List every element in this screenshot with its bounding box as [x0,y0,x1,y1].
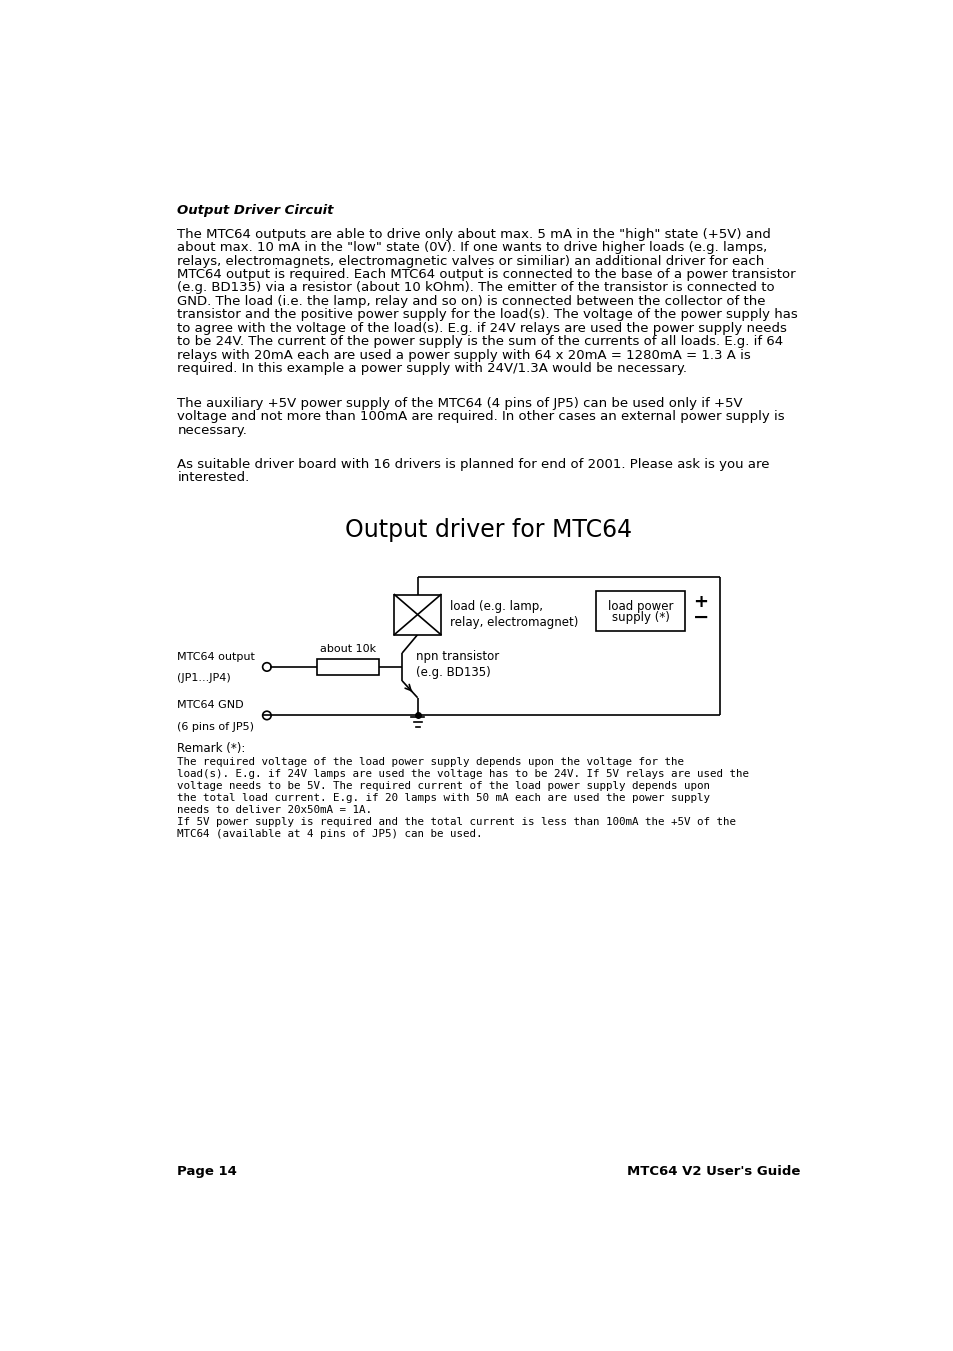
Text: −: − [692,608,708,627]
Text: load (e.g. lamp,: load (e.g. lamp, [450,600,542,613]
Text: If 5V power supply is required and the total current is less than 100mA the +5V : If 5V power supply is required and the t… [177,817,736,827]
Text: MTC64 (available at 4 pins of JP5) can be used.: MTC64 (available at 4 pins of JP5) can b… [177,828,482,839]
Text: relays with 20mA each are used a power supply with 64 x 20mA = 1280mA = 1.3 A is: relays with 20mA each are used a power s… [177,349,750,362]
Text: MTC64 output is required. Each MTC64 output is connected to the base of a power : MTC64 output is required. Each MTC64 out… [177,267,795,281]
Text: supply (*): supply (*) [611,611,669,624]
Text: interested.: interested. [177,471,250,484]
Text: Output driver for MTC64: Output driver for MTC64 [345,517,632,542]
Text: The required voltage of the load power supply depends upon the voltage for the: The required voltage of the load power s… [177,757,683,767]
Text: GND. The load (i.e. the lamp, relay and so on) is connected between the collecto: GND. The load (i.e. the lamp, relay and … [177,295,765,308]
Text: +: + [692,593,707,611]
Text: to agree with the voltage of the load(s). E.g. if 24V relays are used the power : to agree with the voltage of the load(s)… [177,322,786,335]
Text: relay, electromagnet): relay, electromagnet) [450,616,578,630]
Bar [316,659,378,674]
Text: voltage needs to be 5V. The required current of the load power supply depends up: voltage needs to be 5V. The required cur… [177,781,710,790]
Text: (6 pins of JP5): (6 pins of JP5) [177,721,254,732]
Text: needs to deliver 20x50mA = 1A.: needs to deliver 20x50mA = 1A. [177,805,372,815]
Text: (JP1...JP4): (JP1...JP4) [177,673,231,684]
Text: about max. 10 mA in the "low" state (0V). If one wants to drive higher loads (e.: about max. 10 mA in the "low" state (0V)… [177,240,767,254]
Text: MTC64 GND: MTC64 GND [177,700,244,711]
Text: to be 24V. The current of the power supply is the sum of the currents of all loa: to be 24V. The current of the power supp… [177,335,782,349]
Text: (e.g. BD135) via a resistor (about 10 kOhm). The emitter of the transistor is co: (e.g. BD135) via a resistor (about 10 kO… [177,281,774,295]
Text: transistor and the positive power supply for the load(s). The voltage of the pow: transistor and the positive power supply… [177,308,798,322]
Text: The MTC64 outputs are able to drive only about max. 5 mA in the "high" state (+5: The MTC64 outputs are able to drive only… [177,227,770,240]
Text: necessary.: necessary. [177,423,247,436]
Text: relays, electromagnets, electromagnetic valves or similiar) an additional driver: relays, electromagnets, electromagnetic … [177,254,763,267]
Text: Remark (*):: Remark (*): [177,743,246,755]
Text: voltage and not more than 100mA are required. In other cases an external power s: voltage and not more than 100mA are requ… [177,411,784,423]
Text: MTC64 output: MTC64 output [177,651,255,662]
Text: load(s). E.g. if 24V lamps are used the voltage has to be 24V. If 5V relays are : load(s). E.g. if 24V lamps are used the … [177,769,749,780]
Text: load power: load power [607,600,673,612]
Text: about 10k: about 10k [319,644,375,654]
Text: Page 14: Page 14 [177,1165,237,1178]
Text: MTC64 V2 User's Guide: MTC64 V2 User's Guide [626,1165,800,1178]
Text: Output Driver Circuit: Output Driver Circuit [177,204,334,218]
Bar [394,594,440,635]
Text: npn transistor: npn transistor [416,650,498,663]
Bar [596,590,684,631]
Text: required. In this example a power supply with 24V/1.3A would be necessary.: required. In this example a power supply… [177,362,687,376]
Text: (e.g. BD135): (e.g. BD135) [416,666,490,680]
Text: As suitable driver board with 16 drivers is planned for end of 2001. Please ask : As suitable driver board with 16 drivers… [177,458,769,470]
Text: the total load current. E.g. if 20 lamps with 50 mA each are used the power supp: the total load current. E.g. if 20 lamps… [177,793,710,802]
Text: The auxiliary +5V power supply of the MTC64 (4 pins of JP5) can be used only if : The auxiliary +5V power supply of the MT… [177,397,742,409]
